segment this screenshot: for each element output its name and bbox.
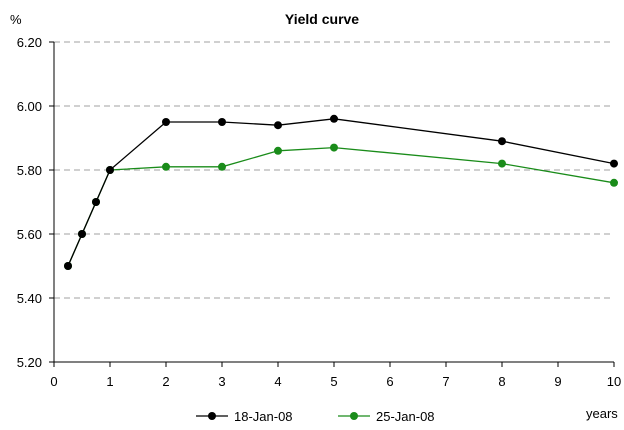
data-point xyxy=(330,143,338,152)
series-25-Jan-08 xyxy=(64,143,618,270)
x-tick-label: 4 xyxy=(274,374,281,389)
y-tick-label: 5.40 xyxy=(17,291,42,306)
x-tick-label: 1 xyxy=(106,374,113,389)
gridlines xyxy=(54,41,614,299)
legend: 18-Jan-08 25-Jan-08 xyxy=(196,409,435,424)
y-tick-label: 5.80 xyxy=(17,163,42,178)
data-point xyxy=(610,178,618,187)
chart-title: Yield curve xyxy=(285,11,359,27)
x-tick-label: 2 xyxy=(162,374,169,389)
tick-labels: 5.20 5.40 5.60 5.80 6.00 6.20 0 1 2 3 4 5 6 7 8 9 10 xyxy=(17,35,622,389)
legend-swatch-marker xyxy=(208,412,216,420)
x-axis-label: years xyxy=(586,406,618,421)
data-point xyxy=(106,166,114,174)
data-point xyxy=(274,146,282,155)
series-lines xyxy=(64,114,618,270)
x-tick-label: 0 xyxy=(50,374,57,389)
legend-swatch-marker xyxy=(350,412,358,420)
data-point xyxy=(498,137,506,146)
x-tick-label: 9 xyxy=(554,374,561,389)
y-tick-label: 5.60 xyxy=(17,227,42,242)
x-tick-label: 10 xyxy=(607,374,621,389)
data-point xyxy=(92,198,100,206)
y-tick-label: 5.20 xyxy=(17,355,42,370)
legend-item: 25-Jan-08 xyxy=(338,409,435,424)
y-axis-label: % xyxy=(10,12,22,27)
y-tick-label: 6.00 xyxy=(17,99,42,114)
x-tick-label: 6 xyxy=(386,374,393,389)
data-point xyxy=(330,114,338,123)
series-line xyxy=(67,146,615,267)
y-tick-label: 6.20 xyxy=(17,35,42,50)
data-point xyxy=(78,230,86,238)
x-tick-label: 5 xyxy=(330,374,337,389)
series-18-Jan-08 xyxy=(64,114,618,270)
axes xyxy=(49,41,615,367)
x-tick-label: 7 xyxy=(442,374,449,389)
legend-item: 18-Jan-08 xyxy=(196,409,293,424)
data-point xyxy=(64,262,72,270)
data-point xyxy=(218,118,226,126)
data-point xyxy=(498,159,506,168)
x-tick-label: 8 xyxy=(498,374,505,389)
data-point xyxy=(610,159,618,168)
data-point xyxy=(274,121,282,130)
data-point xyxy=(218,162,226,171)
series-line xyxy=(67,118,615,267)
legend-label: 18-Jan-08 xyxy=(234,409,293,424)
x-tick-label: 3 xyxy=(218,374,225,389)
legend-label: 25-Jan-08 xyxy=(376,409,435,424)
data-point xyxy=(162,162,170,171)
data-point xyxy=(162,118,170,126)
